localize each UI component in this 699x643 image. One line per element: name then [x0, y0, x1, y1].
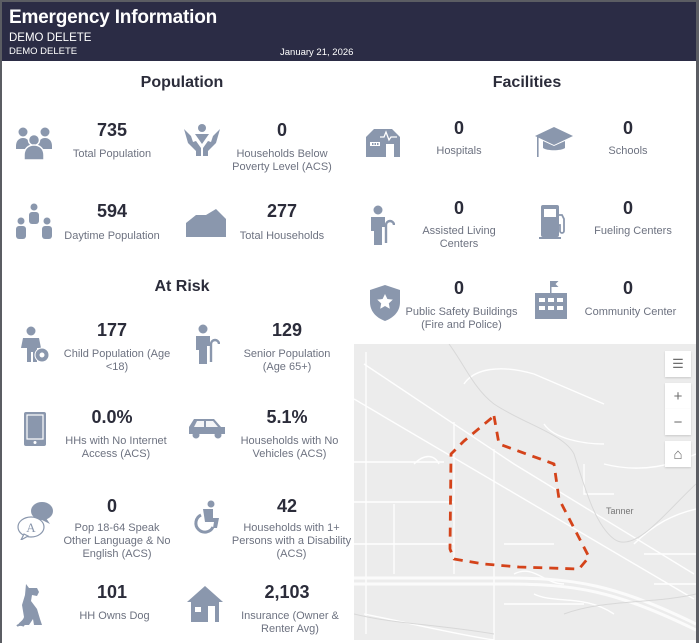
stat-label: HHs with No Internet Access (ACS): [65, 435, 167, 460]
people-group-icon: [15, 126, 53, 160]
map-view[interactable]: Tanner ☰ + − ⌂: [354, 344, 696, 640]
senior-cane-icon: [369, 205, 395, 245]
stat-community-center: 0 Community Center: [525, 277, 696, 337]
home-insurance-icon: [187, 586, 223, 622]
house-icon: [186, 209, 226, 237]
legend-button[interactable]: ☰: [665, 351, 691, 377]
stat-label: Hospitals: [436, 145, 482, 157]
stat-label: Public Safety Buildings (Fire and Police…: [405, 306, 518, 331]
stat-no-internet: 0.0% HHs with No Internet Access (ACS): [2, 405, 177, 465]
report-date: January 21, 2026: [280, 47, 354, 58]
stat-total-population: 735 Total Population: [2, 117, 177, 177]
population-heading: Population: [140, 74, 224, 91]
stat-schools: 0 Schools: [525, 117, 696, 177]
stat-poverty-households: 0 Households Below Poverty Level (ACS): [177, 117, 352, 177]
stat-value: 101: [96, 582, 128, 602]
stat-label: Households with No Vehicles (ACS): [240, 435, 339, 460]
stat-label: Fueling Centers: [594, 225, 672, 237]
stat-value: 0: [453, 198, 464, 218]
wheelchair-icon: [191, 500, 221, 536]
svg-text:A: A: [26, 520, 36, 535]
stat-fueling-centers: 0 Fueling Centers: [525, 197, 696, 257]
stat-value: 5.1%: [266, 407, 308, 427]
graduation-cap-icon: [535, 127, 573, 159]
stat-senior-population: 129 Senior Population (Age 65+): [177, 318, 352, 378]
map-place-label: Tanner: [606, 506, 634, 516]
stat-label: Schools: [608, 145, 648, 157]
study-area-boundary[interactable]: [448, 414, 591, 571]
stat-insurance: 2,103 Insurance (Owner & Renter Avg): [177, 580, 352, 640]
fuel-pump-icon: [539, 205, 567, 239]
zoom-in-button[interactable]: +: [665, 383, 691, 409]
stat-value: 0: [453, 278, 464, 298]
stat-value: 0.0%: [91, 407, 133, 427]
map-basemap: [354, 344, 696, 640]
stat-label: Households Below Poverty Level (ACS): [232, 148, 332, 173]
stat-value: 0: [106, 496, 117, 516]
community-building-icon: [535, 281, 567, 321]
senior-cane-icon: [194, 324, 220, 364]
dog-icon: [16, 584, 50, 628]
stat-value: 177: [96, 320, 128, 340]
stat-value: 0: [622, 198, 633, 218]
shield-star-icon: [370, 285, 400, 321]
car-icon: [187, 417, 227, 439]
stat-value: 0: [622, 118, 633, 138]
stat-value: 2,103: [264, 582, 310, 602]
stat-disability: 42 Households with 1+ Persons with a Dis…: [177, 494, 352, 564]
language-speech-icon: A: [16, 500, 56, 540]
stat-assisted-living: 0 Assisted Living Centers: [354, 197, 525, 257]
zoom-out-button[interactable]: −: [665, 409, 691, 435]
page-title: Emergency Information: [9, 7, 218, 28]
stat-label: Households with 1+ Persons with a Disabi…: [231, 522, 352, 560]
stat-label: Senior Population (Age 65+): [243, 348, 331, 373]
plus-icon: +: [673, 387, 683, 405]
minus-icon: −: [673, 413, 683, 431]
subtitle-secondary: DEMO DELETE: [9, 46, 78, 57]
stat-language: A 0 Pop 18-64 Speak Other Language & No …: [2, 494, 177, 564]
tablet-icon: [24, 412, 46, 446]
facilities-heading: Facilities: [492, 74, 562, 91]
stat-value: 42: [276, 496, 298, 516]
stat-dog-owners: 101 HH Owns Dog: [2, 580, 177, 640]
stat-label: Total Households: [239, 230, 325, 242]
stat-no-vehicles: 5.1% Households with No Vehicles (ACS): [177, 405, 352, 465]
home-icon: ⌂: [673, 445, 683, 463]
stat-value: 0: [276, 120, 287, 140]
stat-label: Insurance (Owner & Renter Avg): [241, 610, 339, 635]
hands-holding-person-icon: [183, 123, 221, 157]
legend-list-icon: ☰: [672, 356, 684, 371]
subtitle-primary: DEMO DELETE: [9, 32, 92, 44]
header: Emergency Information DEMO DELETE DEMO D…: [2, 2, 696, 61]
stat-value: 0: [622, 278, 633, 298]
stat-hospitals: 0 Hospitals: [354, 117, 525, 177]
stat-child-population: 177 Child Population (Age <18): [2, 318, 177, 378]
child-ball-icon: [20, 326, 50, 364]
stat-label: HH Owns Dog: [79, 610, 150, 622]
stat-total-households: 277 Total Households: [177, 197, 352, 252]
hospital-icon: [366, 127, 400, 157]
stat-value: 129: [271, 320, 303, 340]
stat-value: 594: [96, 201, 128, 221]
home-extent-button[interactable]: ⌂: [665, 441, 691, 467]
stat-label: Total Population: [72, 148, 152, 160]
stat-value: 277: [266, 201, 298, 221]
stat-daytime-population: 594 Daytime Population: [2, 197, 177, 252]
stat-label: Pop 18-64 Speak Other Language & No Engl…: [63, 522, 171, 560]
stat-label: Assisted Living Centers: [422, 225, 496, 250]
stat-label: Community Center: [584, 306, 677, 318]
stat-value: 0: [453, 118, 464, 138]
stat-value: 735: [96, 120, 128, 140]
stat-public-safety: 0 Public Safety Buildings (Fire and Poli…: [354, 277, 525, 337]
stat-label: Daytime Population: [64, 230, 160, 242]
at-risk-heading: At Risk: [154, 278, 210, 295]
stat-label: Child Population (Age <18): [63, 348, 171, 373]
daytime-people-icon: [15, 203, 53, 241]
